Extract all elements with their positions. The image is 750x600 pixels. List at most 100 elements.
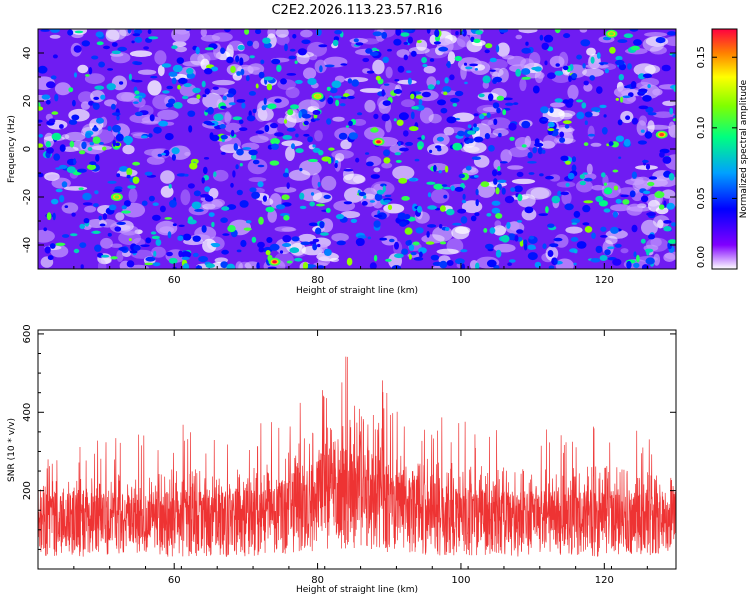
heatmap-blob bbox=[266, 237, 273, 243]
heatmap-blob bbox=[161, 152, 166, 156]
heatmap-blob bbox=[502, 55, 515, 60]
heatmap-blob bbox=[415, 95, 423, 99]
heatmap-blob bbox=[426, 29, 431, 34]
heatmap-blob bbox=[249, 135, 269, 144]
heatmap-blob bbox=[434, 29, 440, 38]
heatmap-blob bbox=[257, 164, 265, 168]
heatmap-blob bbox=[54, 82, 72, 96]
heatmap-blob bbox=[627, 63, 632, 70]
heatmap-blob bbox=[299, 205, 307, 210]
heatmap-blob bbox=[387, 48, 392, 52]
heatmap-blob bbox=[345, 125, 349, 128]
heatmap-blob bbox=[159, 226, 175, 234]
heatmap-blob bbox=[62, 234, 70, 238]
heatmap-blob bbox=[508, 233, 516, 241]
heatmap-blob bbox=[582, 222, 590, 226]
heatmap-blob bbox=[346, 257, 353, 266]
heatmap-blob bbox=[188, 125, 193, 133]
heatmap-blob bbox=[78, 150, 86, 155]
heatmap-blob bbox=[430, 188, 450, 204]
heatmap-blob bbox=[363, 195, 367, 199]
heatmap-blob bbox=[244, 261, 260, 269]
colorbar-label: Normalized spectral amplitude bbox=[739, 79, 749, 218]
heatmap-blob bbox=[636, 254, 640, 263]
heatmap-blob bbox=[286, 127, 296, 132]
heatmap-blob bbox=[92, 102, 100, 106]
heatmap-blob bbox=[426, 231, 430, 238]
heatmap-blob bbox=[504, 195, 515, 204]
heatmap-blob bbox=[379, 237, 388, 241]
heatmap-blob bbox=[499, 161, 508, 164]
heatmap-blob bbox=[178, 224, 185, 227]
heatmap-blob bbox=[582, 68, 604, 77]
heatmap-blob bbox=[637, 140, 648, 145]
heatmap-blob bbox=[68, 119, 78, 125]
heatmap-blob bbox=[584, 177, 593, 182]
heatmap-blob bbox=[565, 182, 570, 187]
heatmap-blob bbox=[612, 169, 619, 173]
heatmap-blob bbox=[171, 29, 190, 43]
heatmap-blob bbox=[286, 73, 297, 76]
heatmap-blob bbox=[251, 191, 260, 199]
heatmap-blob bbox=[548, 265, 555, 269]
heatmap-blob bbox=[45, 99, 51, 105]
heatmap-blob bbox=[649, 45, 667, 55]
heatmap-blob bbox=[106, 83, 116, 91]
heatmap-blob bbox=[271, 58, 281, 65]
heatmap-blob bbox=[209, 132, 214, 140]
heatmap-blob bbox=[595, 245, 603, 254]
heatmap-blob bbox=[321, 175, 337, 191]
heatmap-blob bbox=[394, 253, 404, 259]
heatmap-blob bbox=[423, 65, 436, 74]
heatmap-blob bbox=[224, 29, 231, 33]
heatmap-blob bbox=[203, 157, 210, 160]
heatmap-blob bbox=[382, 185, 386, 193]
heatmap-blob bbox=[226, 56, 234, 64]
heatmap-blob bbox=[183, 83, 192, 88]
heatmap-blob bbox=[235, 164, 239, 170]
heatmap-blob bbox=[81, 40, 91, 47]
heatmap-blob bbox=[517, 193, 523, 202]
heatmap-blob bbox=[399, 221, 407, 227]
heatmap-blob bbox=[44, 246, 51, 254]
heatmap-blob bbox=[373, 214, 383, 218]
y-tick-label: 200 bbox=[22, 481, 33, 500]
heatmap-blob bbox=[294, 257, 303, 262]
heatmap-blob bbox=[201, 80, 206, 88]
heatmap-blob bbox=[383, 199, 391, 203]
heatmap-blob bbox=[329, 257, 340, 263]
heatmap-blob bbox=[275, 204, 286, 210]
heatmap-blob bbox=[347, 78, 353, 84]
heatmap-blob bbox=[227, 225, 236, 233]
heatmap-blob bbox=[402, 29, 413, 32]
heatmap-blob bbox=[302, 262, 309, 269]
heatmap-blob bbox=[418, 99, 423, 106]
heatmap-blob bbox=[48, 118, 56, 124]
heatmap-blob bbox=[516, 229, 524, 234]
y-tick-label: -20 bbox=[22, 189, 33, 205]
heatmap-blob bbox=[573, 249, 578, 254]
heatmap-blob bbox=[173, 102, 183, 109]
heatmap-blob bbox=[157, 65, 165, 77]
heatmap-blob bbox=[532, 147, 537, 154]
heatmap-blob bbox=[414, 104, 425, 111]
heatmap-blob bbox=[232, 116, 243, 121]
heatmap-blob bbox=[335, 213, 345, 220]
heatmap-blob bbox=[393, 89, 403, 94]
heatmap-blob bbox=[348, 132, 358, 140]
heatmap-blob bbox=[287, 108, 294, 116]
heatmap-blob bbox=[580, 172, 597, 181]
heatmap-blob bbox=[662, 100, 676, 106]
heatmap-blob bbox=[291, 236, 300, 242]
heatmap-blob bbox=[190, 53, 205, 66]
heatmap-blob bbox=[381, 162, 393, 169]
heatmap-blob bbox=[255, 130, 265, 135]
hotspot-peak bbox=[609, 32, 614, 36]
heatmap-blob bbox=[408, 253, 412, 260]
heatmap-blob bbox=[599, 255, 608, 261]
heatmap-blob bbox=[573, 262, 577, 266]
heatmap-blob bbox=[640, 238, 646, 244]
heatmap-blob bbox=[107, 125, 112, 132]
heatmap-x-label: Height of straight line (km) bbox=[296, 286, 418, 296]
heatmap-blob bbox=[295, 133, 299, 138]
